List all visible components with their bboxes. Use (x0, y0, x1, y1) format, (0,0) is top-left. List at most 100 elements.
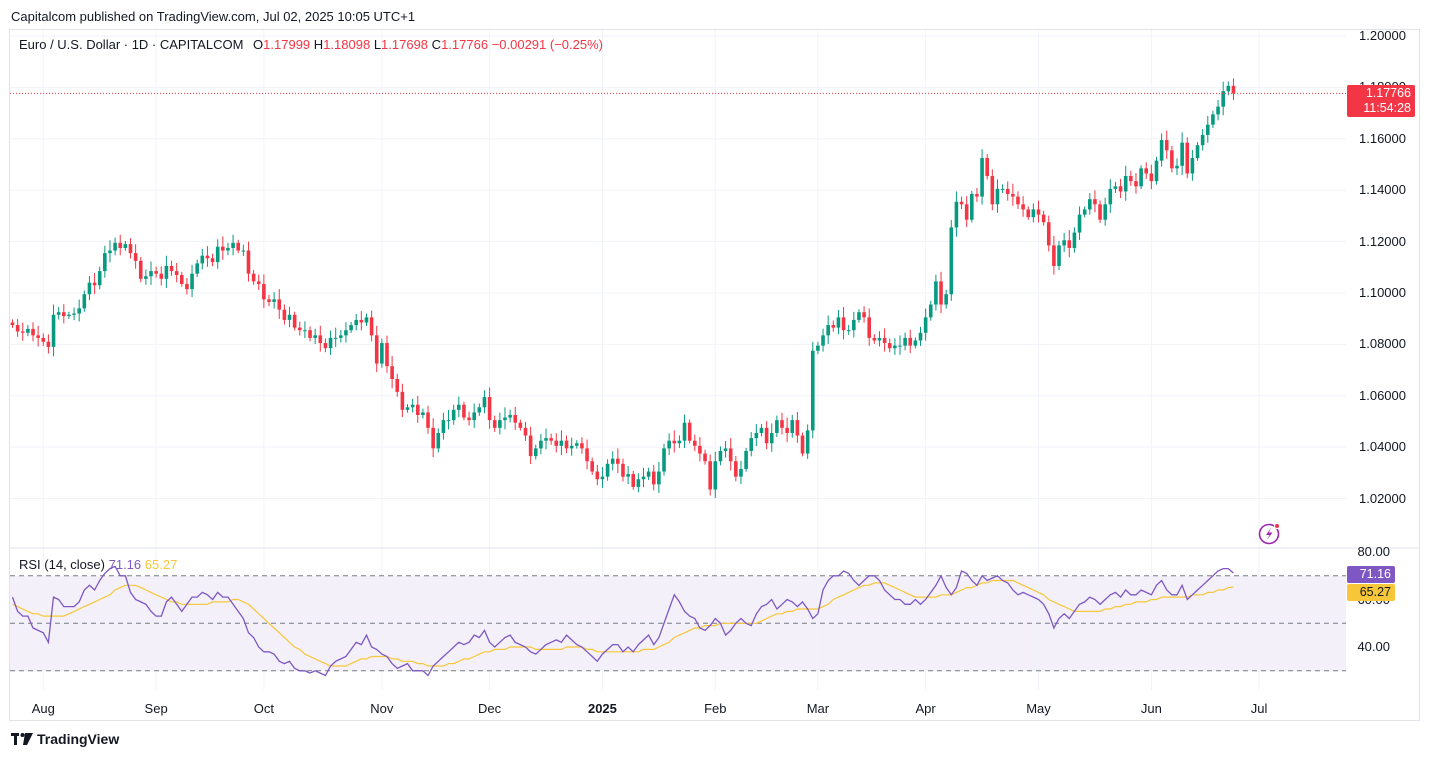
rsi-ma-badge: 65.27 (1347, 584, 1395, 601)
candle (713, 451, 718, 499)
candle (221, 236, 225, 260)
symbol-title[interactable]: Euro / U.S. Dollar · 1D · CAPITALCOM (19, 37, 244, 52)
rsi-line (11, 565, 1234, 677)
candle (10, 319, 15, 328)
candle-body (333, 337, 338, 339)
candle (1082, 206, 1087, 218)
candle-body (877, 337, 882, 341)
candle (251, 269, 256, 285)
rsi-title[interactable]: RSI (14, close) (19, 557, 105, 572)
candle-body (221, 246, 225, 251)
candle (1134, 173, 1138, 194)
candle-body (487, 397, 492, 421)
candle (513, 406, 518, 431)
candle (1185, 137, 1190, 179)
candle (872, 334, 877, 344)
candle (15, 319, 20, 337)
time-tick-label: May (1026, 701, 1051, 716)
candle-body (215, 246, 220, 263)
candle (328, 330, 333, 355)
candle (928, 300, 933, 321)
candle (749, 432, 754, 457)
candle (390, 355, 394, 389)
candle-body (1195, 145, 1200, 159)
candle-body (626, 474, 630, 477)
candle (1211, 110, 1215, 129)
candle (133, 244, 138, 269)
candle (97, 266, 102, 290)
candle (903, 332, 907, 351)
candle (590, 457, 594, 475)
candle-body (898, 345, 902, 347)
candle-body (687, 422, 692, 441)
candle-body (205, 255, 210, 259)
candle-body (349, 325, 353, 331)
candle-body (426, 412, 430, 428)
candle-body (405, 407, 410, 410)
candle (487, 387, 492, 429)
candle (1175, 158, 1179, 175)
bolt-icon[interactable] (1258, 523, 1280, 545)
candle-body (893, 345, 897, 349)
candle-body (62, 312, 66, 317)
candle (800, 432, 805, 457)
candle-body (1170, 150, 1174, 169)
candle (436, 428, 441, 453)
candle-body (451, 409, 456, 421)
candle (303, 321, 307, 339)
candle (31, 322, 35, 342)
candle (667, 433, 671, 456)
candle (1108, 179, 1113, 213)
candle-body (949, 227, 954, 295)
candle-body (67, 314, 71, 317)
candle-body (964, 204, 969, 220)
high-label: H (313, 37, 324, 52)
candle-body (913, 340, 918, 346)
candle-body (1185, 142, 1190, 174)
candle (1149, 164, 1154, 190)
candle (1026, 206, 1031, 220)
candle-body (600, 476, 605, 480)
candle (1123, 165, 1128, 201)
candle-body (923, 317, 928, 333)
candle-body (959, 201, 964, 205)
candle (20, 322, 25, 341)
candle-body (928, 304, 933, 318)
candle-body (318, 335, 323, 344)
candle (380, 338, 384, 368)
candle-body (1082, 209, 1087, 215)
candle (780, 412, 784, 435)
candle (179, 271, 184, 287)
candle-body (713, 461, 718, 490)
candle-body (256, 281, 261, 284)
candle (231, 234, 235, 256)
candle-body (805, 430, 810, 454)
candle-body (769, 432, 774, 444)
candle (980, 149, 984, 205)
candle-body (559, 440, 564, 446)
candle (657, 461, 661, 493)
candle (687, 419, 692, 444)
candle (1000, 184, 1005, 193)
candle-body (492, 420, 497, 428)
candle-body (939, 281, 943, 305)
candle-body (575, 443, 579, 446)
candle-body (754, 432, 759, 439)
candle (503, 407, 507, 430)
candle (277, 289, 282, 319)
candle (446, 409, 451, 430)
candle-body (518, 422, 523, 428)
candle (457, 396, 461, 418)
last-price-badge[interactable]: 1.17766 11:54:28 (1347, 85, 1415, 117)
candle (400, 383, 405, 418)
price-tick-label: 1.06000 (1359, 387, 1406, 403)
footer-brand-label: TradingView (37, 731, 120, 747)
candle (564, 435, 569, 454)
candle (108, 240, 112, 263)
candle-body (1067, 240, 1072, 248)
candle (1216, 99, 1220, 121)
footer-brand[interactable]: TradingView (11, 731, 119, 747)
candle (708, 454, 712, 496)
candle (954, 191, 959, 237)
